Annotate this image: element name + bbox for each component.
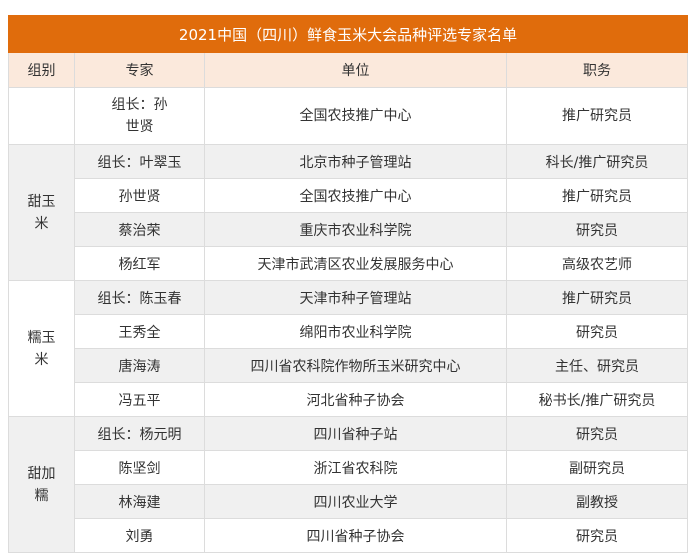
unit-cell: 全国农技推广中心	[204, 178, 507, 213]
unit-cell: 北京市种子管理站	[204, 144, 507, 179]
title-cell: 研究员	[506, 518, 688, 553]
header-expert: 专家	[74, 52, 205, 88]
table-row: 甜玉米 组长：叶翠玉 北京市种子管理站 科长/推广研究员	[8, 144, 688, 281]
group-cell	[8, 87, 75, 145]
expert-cell: 组长：孙世贤	[74, 87, 205, 145]
title-cell: 副研究员	[506, 450, 688, 485]
unit-cell: 四川农业大学	[204, 484, 507, 519]
table-row: 唐海涛 四川省农科院作物所玉米研究中心 主任、研究员	[9, 348, 688, 383]
table-row: 王秀全 绵阳市农业科学院 研究员	[9, 314, 688, 349]
unit-cell: 四川省种子协会	[204, 518, 507, 553]
table-row: 刘勇 四川省种子协会 研究员	[9, 518, 688, 553]
title-cell: 科长/推广研究员	[506, 144, 688, 179]
title-cell: 秘书长/推广研究员	[506, 382, 688, 417]
expert-cell: 唐海涛	[74, 348, 205, 383]
group-name: 糯玉米	[27, 329, 56, 368]
title-cell: 推广研究员	[506, 178, 688, 213]
title-cell: 推广研究员	[506, 87, 688, 145]
table-row: 糯玉米 组长：陈玉春 天津市种子管理站 推广研究员	[8, 280, 688, 417]
expert-cell: 林海建	[74, 484, 205, 519]
header-unit: 单位	[204, 52, 507, 88]
title-cell: 研究员	[506, 416, 688, 451]
expert-cell: 孙世贤	[74, 178, 205, 213]
expert-cell: 组长：陈玉春	[74, 280, 205, 315]
expert-cell: 蔡治荣	[74, 212, 205, 247]
title-cell: 推广研究员	[506, 280, 688, 315]
title-cell: 高级农艺师	[506, 246, 688, 281]
expert-name: 组长：孙世贤	[111, 97, 168, 135]
expert-cell: 组长：叶翠玉	[74, 144, 205, 179]
expert-cell: 冯五平	[74, 382, 205, 417]
unit-cell: 河北省种子协会	[204, 382, 507, 417]
expert-cell: 杨红军	[74, 246, 205, 281]
table-row: 冯五平 河北省种子协会 秘书长/推广研究员	[9, 382, 688, 417]
title-cell: 主任、研究员	[506, 348, 688, 383]
table-row: 陈坚剑 浙江省农科院 副研究员	[9, 450, 688, 485]
unit-cell: 全国农技推广中心	[204, 87, 507, 145]
expert-cell: 组长：杨元明	[74, 416, 205, 451]
title-cell: 副教授	[506, 484, 688, 519]
table-row: 孙世贤 全国农技推广中心 推广研究员	[9, 178, 688, 213]
table-row: 杨红军 天津市武清区农业发展服务中心 高级农艺师	[9, 246, 688, 281]
unit-cell: 重庆市农业科学院	[204, 212, 507, 247]
table-row: 甜加糯 组长：杨元明 四川省种子站 研究员	[8, 416, 688, 553]
table-title: 2021中国（四川）鲜食玉米大会品种评选专家名单	[8, 15, 688, 53]
expert-cell: 陈坚剑	[74, 450, 205, 485]
expert-cell: 刘勇	[74, 518, 205, 553]
unit-cell: 天津市武清区农业发展服务中心	[204, 246, 507, 281]
group-cell: 甜玉米	[8, 144, 75, 281]
table-row-overall-leader: 组长：孙世贤 全国农技推广中心 推广研究员	[8, 87, 688, 145]
header-title: 职务	[506, 52, 688, 88]
header-group: 组别	[8, 52, 75, 88]
table-row: 蔡治荣 重庆市农业科学院 研究员	[9, 212, 688, 247]
unit-cell: 四川省种子站	[204, 416, 507, 451]
unit-cell: 天津市种子管理站	[204, 280, 507, 315]
title-cell: 研究员	[506, 212, 688, 247]
group-name: 甜加糯	[27, 465, 56, 504]
expert-list-table: 2021中国（四川）鲜食玉米大会品种评选专家名单 组别 专家 单位 职务 组长：…	[8, 15, 688, 553]
group-cell: 甜加糯	[8, 416, 75, 553]
group-cell: 糯玉米	[8, 280, 75, 417]
title-cell: 研究员	[506, 314, 688, 349]
unit-cell: 浙江省农科院	[204, 450, 507, 485]
group-name: 甜玉米	[27, 193, 56, 232]
unit-cell: 绵阳市农业科学院	[204, 314, 507, 349]
expert-cell: 王秀全	[74, 314, 205, 349]
table-row: 林海建 四川农业大学 副教授	[9, 484, 688, 519]
unit-cell: 四川省农科院作物所玉米研究中心	[204, 348, 507, 383]
